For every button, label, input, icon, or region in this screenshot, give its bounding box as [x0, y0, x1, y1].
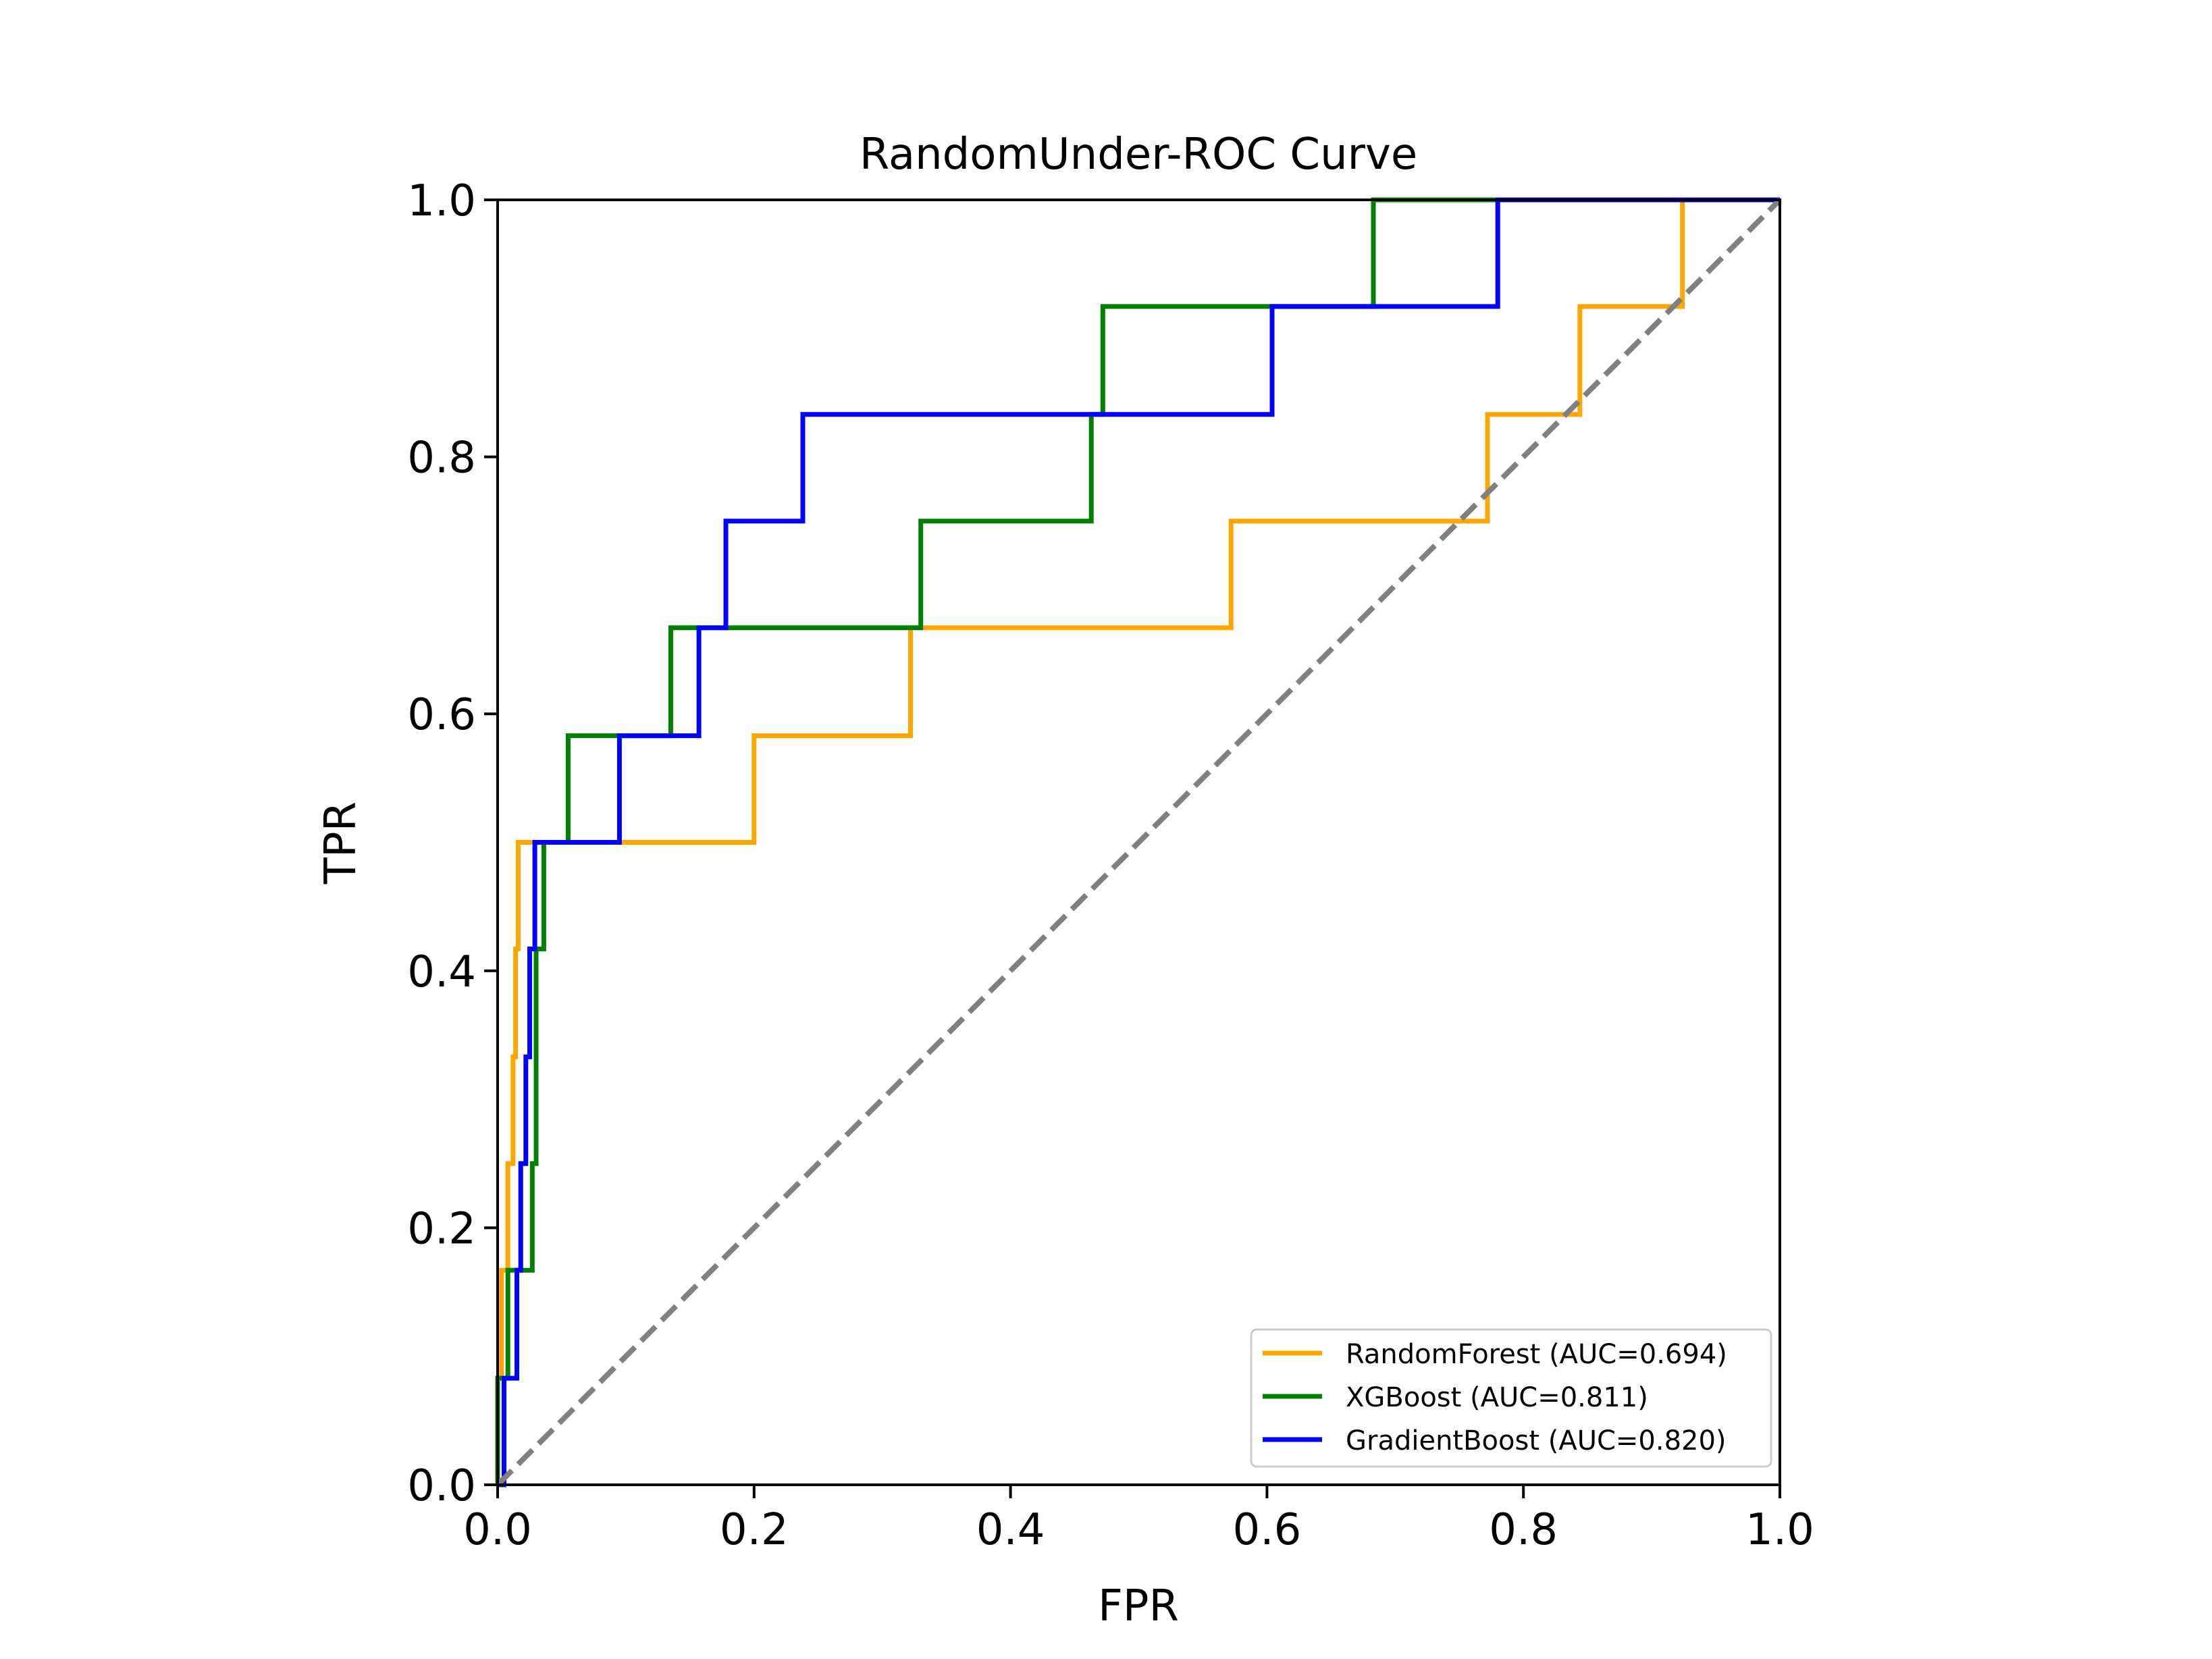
x-tick-label: 0.4 [976, 1505, 1045, 1555]
y-tick-label: 0.6 [407, 690, 476, 740]
reference-diagonal-line [496, 198, 1782, 1487]
y-axis-ticks: 0.0 0.2 0.4 0.6 0.8 1.0 [407, 176, 498, 1511]
x-tick-label: 0.0 [463, 1505, 532, 1555]
legend-label-2: XGBoost (AUC=0.811) [1346, 1382, 1648, 1413]
y-tick-label: 0.2 [407, 1204, 476, 1254]
y-axis-title: TPR [316, 801, 366, 885]
plot-frame [496, 199, 1781, 1486]
x-tick-label: 0.8 [1489, 1505, 1558, 1555]
y-tick-label: 0.4 [407, 947, 476, 997]
legend: RandomForest (AUC=0.694) XGBoost (AUC=0.8… [1250, 1328, 1772, 1468]
legend-box [1250, 1328, 1772, 1468]
y-tick-label: 0.0 [407, 1461, 476, 1511]
x-tick-label: 1.0 [1745, 1505, 1814, 1555]
series-line-2 [495, 197, 1780, 1485]
x-axis-title: FPR [1098, 1581, 1179, 1631]
legend-label-3: GradientBoost (AUC=0.820) [1346, 1425, 1727, 1456]
y-tick-label: 1.0 [407, 176, 476, 226]
x-tick-label: 0.2 [720, 1505, 789, 1555]
chart-title: RandomUnder-ROC Curve [860, 130, 1417, 180]
plot-lines [495, 197, 1782, 1487]
y-tick-label: 0.8 [407, 433, 476, 483]
series-line-3 [498, 197, 1780, 1487]
x-axis-ticks: 0.0 0.2 0.4 0.6 0.8 1.0 [463, 1485, 1814, 1555]
x-tick-label: 0.6 [1233, 1505, 1302, 1555]
legend-label-1: RandomForest (AUC=0.694) [1346, 1339, 1727, 1370]
